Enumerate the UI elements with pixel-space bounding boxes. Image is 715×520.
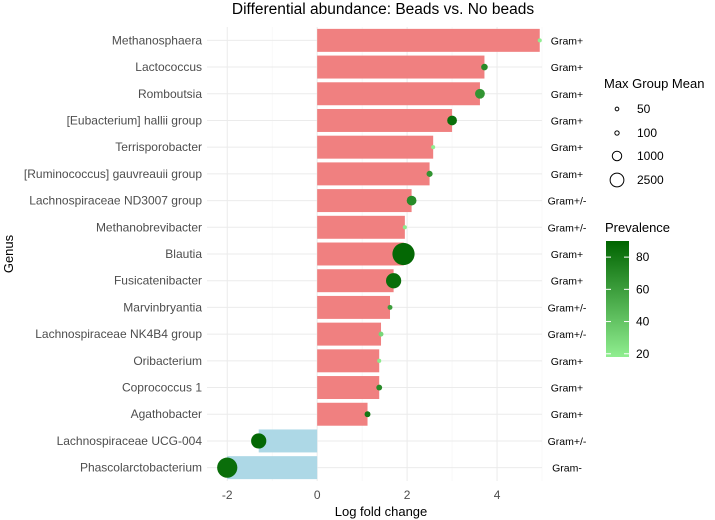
bar	[317, 376, 380, 400]
y-tick-label: Blautia	[165, 247, 202, 261]
size-legend-label: 1000	[637, 149, 664, 163]
y-axis-title: Genus	[1, 234, 16, 273]
gram-label: Gram+/-	[548, 196, 587, 208]
bar	[317, 322, 382, 346]
size-legend-title: Max Group Mean	[604, 76, 704, 91]
bar	[317, 55, 485, 79]
points	[217, 38, 542, 478]
bar	[317, 349, 380, 373]
bar	[317, 402, 368, 426]
size-legend-key	[614, 130, 620, 136]
gram-label: Gram+	[551, 409, 583, 421]
gram-label: Gram+	[551, 276, 583, 288]
gram-label: Gram-	[552, 463, 582, 475]
size-legend: Max Group Mean 50 100 1000 2500	[604, 76, 704, 188]
color-legend-bar	[606, 241, 629, 357]
y-tick-label: Methanobrevibacter	[96, 220, 202, 234]
bar	[317, 269, 394, 293]
gram-label: Gram+	[551, 142, 583, 154]
data-point	[406, 195, 417, 206]
bar	[317, 82, 480, 106]
data-point	[386, 273, 402, 289]
gram-label: Gram+/-	[548, 222, 587, 234]
y-tick-label: [Eubacterium] hallii group	[67, 113, 203, 127]
gram-label: Gram+/-	[548, 302, 587, 314]
gram-label: Gram+	[551, 115, 583, 127]
data-point	[431, 145, 436, 150]
size-legend-label: 2500	[637, 173, 664, 187]
y-tick-label: Marvinbryantia	[123, 300, 202, 314]
x-tick-label: 0	[314, 488, 321, 502]
size-legend-key	[609, 172, 625, 188]
x-tick-label: 4	[494, 488, 501, 502]
y-tick-label: Terrisporobacter	[115, 140, 202, 154]
size-legend-key	[611, 150, 623, 162]
y-tick-label: Methanosphaera	[112, 33, 202, 47]
gram-label: Gram+/-	[548, 329, 587, 341]
y-tick-label: Lachnospiraceae NK4B4 group	[35, 327, 202, 341]
data-point	[481, 63, 488, 71]
data-point	[217, 457, 238, 478]
bar	[317, 242, 404, 266]
gram-label: Gram+/-	[548, 436, 587, 448]
color-legend-label: 40	[636, 315, 650, 329]
y-tick-label: Lachnospiraceae ND3007 group	[29, 194, 202, 208]
y-tick-label: Fusicatenibacter	[114, 274, 202, 288]
gram-label: Gram+	[551, 169, 583, 181]
bar	[317, 108, 453, 132]
bar	[317, 189, 412, 213]
color-legend-label: 80	[636, 250, 650, 264]
y-tick-label: Oribacterium	[133, 354, 202, 368]
y-tick-label: Agathobacter	[131, 407, 202, 421]
bar	[317, 295, 391, 319]
x-tick-labels: -2 0 2 4	[222, 488, 501, 502]
y-tick-label: Phascolarctobacterium	[80, 461, 202, 475]
gram-labels: Gram+ Gram+ Gram+ Gram+ Gram+ Gram+ Gram+/- Gra…	[548, 35, 587, 474]
y-tick-label: Lactococcus	[135, 60, 202, 74]
y-tick-label: Lachnospiraceae UCG-004	[57, 434, 203, 448]
data-point	[447, 115, 457, 126]
y-tick-labels: Methanosphaera Lactococcus Romboutsia [Euba…	[24, 33, 202, 474]
x-axis-title: Log fold change	[335, 504, 428, 519]
gram-label: Gram+	[551, 383, 583, 395]
gram-label: Gram+	[551, 35, 583, 47]
gram-label: Gram+	[551, 356, 583, 368]
size-legend-label: 100	[637, 126, 657, 140]
bar	[317, 28, 540, 52]
bar	[317, 215, 405, 239]
data-point	[376, 384, 383, 391]
color-legend-title: Prevalence	[605, 220, 670, 235]
data-point	[392, 242, 415, 266]
x-tick-label: 2	[404, 488, 411, 502]
data-point	[426, 170, 433, 177]
data-point	[364, 411, 371, 418]
bars	[227, 28, 540, 480]
size-legend-label: 50	[637, 102, 651, 116]
gram-label: Gram+	[551, 249, 583, 261]
color-legend: Prevalence 20 40 60 80	[605, 220, 670, 361]
y-tick-label: Coprococcus 1	[122, 381, 202, 395]
data-point	[377, 358, 382, 363]
bar	[317, 135, 434, 159]
bar	[227, 456, 318, 480]
gram-label: Gram+	[551, 89, 583, 101]
x-tick-label: -2	[222, 488, 233, 502]
gram-label: Gram+	[551, 62, 583, 74]
data-point	[251, 433, 267, 449]
chart-title: Differential abundance: Beads vs. No bea…	[232, 1, 534, 18]
data-point	[537, 38, 542, 43]
data-point	[387, 304, 393, 310]
color-legend-label: 60	[636, 282, 650, 296]
data-point	[378, 331, 384, 337]
size-legend-key	[614, 106, 620, 112]
data-point	[402, 225, 407, 230]
y-tick-label: Romboutsia	[138, 87, 202, 101]
bar	[258, 429, 318, 453]
data-point	[475, 88, 485, 99]
color-legend-label: 20	[636, 347, 650, 361]
y-tick-label: [Ruminococcus] gauvreauii group	[24, 167, 202, 181]
bar	[317, 162, 430, 186]
